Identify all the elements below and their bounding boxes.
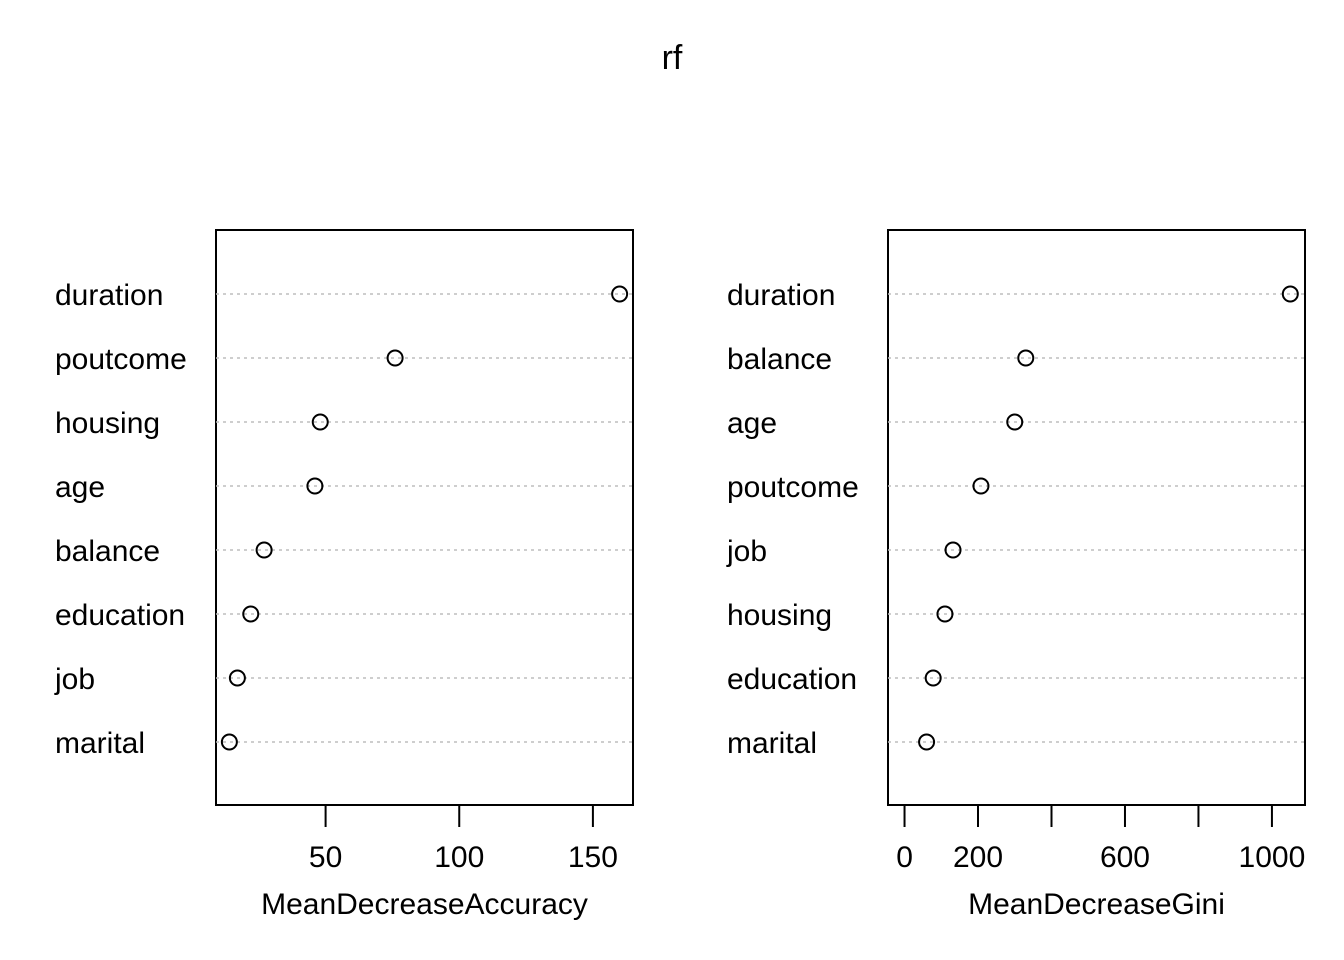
data-point bbox=[255, 541, 273, 559]
category-label: education bbox=[55, 599, 185, 632]
x-axis-title: MeanDecreaseAccuracy bbox=[261, 888, 588, 921]
category-label: poutcome bbox=[727, 471, 859, 504]
chart-title: rf bbox=[662, 39, 683, 77]
category-label: housing bbox=[727, 599, 832, 632]
category-label: education bbox=[727, 663, 857, 696]
category-label: balance bbox=[727, 343, 832, 376]
data-point bbox=[242, 605, 260, 623]
data-point bbox=[944, 541, 962, 559]
data-point bbox=[386, 349, 404, 367]
category-label: duration bbox=[727, 279, 835, 312]
category-label: age bbox=[727, 407, 777, 440]
plot-frame bbox=[887, 229, 1306, 806]
category-label: age bbox=[55, 471, 105, 504]
x-tick-label: 100 bbox=[434, 841, 484, 874]
panel-2: duration balance age poutcome job housing educ… bbox=[726, 229, 1306, 921]
category-label: marital bbox=[727, 727, 817, 760]
x-tick-label: 150 bbox=[568, 841, 618, 874]
data-point bbox=[220, 733, 238, 751]
data-point bbox=[1006, 413, 1024, 431]
plot-frame bbox=[215, 229, 634, 806]
x-tick-label: 600 bbox=[1100, 841, 1150, 874]
category-label: balance bbox=[55, 535, 160, 568]
category-label: duration bbox=[55, 279, 163, 312]
category-label: poutcome bbox=[55, 343, 187, 376]
data-point bbox=[311, 413, 329, 431]
category-label: housing bbox=[55, 407, 160, 440]
data-point bbox=[1017, 349, 1035, 367]
x-tick-label: 50 bbox=[309, 841, 342, 874]
data-point bbox=[306, 477, 324, 495]
x-tick-label: 200 bbox=[953, 841, 1003, 874]
category-label: marital bbox=[55, 727, 145, 760]
data-point bbox=[972, 477, 990, 495]
x-axis-title: MeanDecreaseGini bbox=[968, 888, 1225, 921]
data-point bbox=[918, 733, 936, 751]
x-tick-label: 1000 bbox=[1239, 841, 1306, 874]
category-label: job bbox=[54, 663, 95, 696]
data-point bbox=[936, 605, 954, 623]
category-label: job bbox=[726, 535, 767, 568]
data-point bbox=[228, 669, 246, 687]
x-tick-label: 0 bbox=[896, 841, 913, 874]
panel-1: duration poutcome housing age balance educati… bbox=[54, 229, 634, 921]
data-point bbox=[611, 285, 629, 303]
data-point bbox=[924, 669, 942, 687]
data-point bbox=[1281, 285, 1299, 303]
